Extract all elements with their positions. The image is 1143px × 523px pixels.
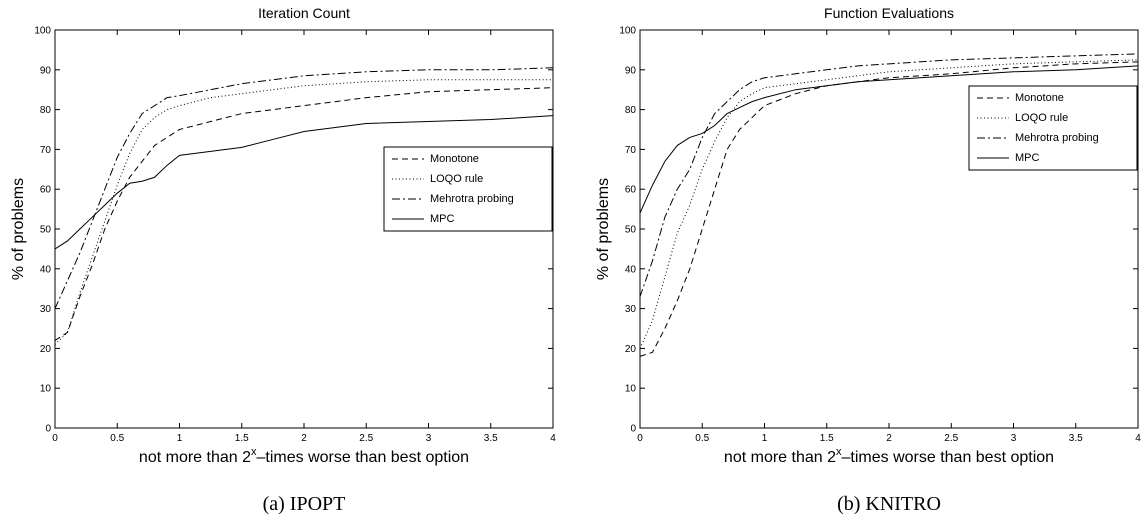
chart: Iteration Count 0 10 20 30 40 50 60 70 80 90 100 0 0.… bbox=[10, 5, 556, 515]
y-tick-label: 100 bbox=[619, 26, 636, 37]
chart-title: Iteration Count bbox=[258, 5, 350, 21]
legend-label: Mehrotra probing bbox=[1015, 132, 1099, 144]
legend-label: Monotone bbox=[1015, 92, 1064, 104]
x-tick-label: 3 bbox=[426, 433, 432, 444]
y-tick-label: 100 bbox=[34, 26, 51, 37]
x-tick-label: 1.5 bbox=[820, 433, 834, 444]
y-tick-label: 70 bbox=[625, 145, 637, 156]
x-tick-label: 1 bbox=[177, 433, 183, 444]
x-axis-label-part: –times worse than best option bbox=[842, 449, 1055, 466]
x-tick-label: 1 bbox=[762, 433, 768, 444]
series-line bbox=[639, 65, 1139, 214]
y-tick-label: 90 bbox=[625, 65, 637, 76]
x-tick-label: 4 bbox=[1135, 433, 1141, 444]
x-tick-label: 2.5 bbox=[944, 433, 958, 444]
caption: (a) IPOPT bbox=[263, 493, 346, 515]
x-tick-label: 3.5 bbox=[1069, 433, 1083, 444]
y-tick-label: 40 bbox=[625, 264, 637, 275]
series-line bbox=[54, 87, 554, 341]
y-tick-label: 90 bbox=[40, 65, 52, 76]
y-tick-label: 70 bbox=[40, 145, 52, 156]
x-axis-label-sup: x bbox=[251, 446, 257, 458]
x-tick-label: 2 bbox=[886, 433, 892, 444]
x-axis-label-sup: x bbox=[836, 446, 842, 458]
legend-label: Mehrotra probing bbox=[430, 193, 514, 205]
x-tick-label: 0.5 bbox=[110, 433, 124, 444]
legend-label: LOQO rule bbox=[1015, 112, 1068, 124]
legend-box bbox=[383, 146, 553, 232]
y-tick-label: 60 bbox=[625, 185, 637, 196]
y-tick-label: 10 bbox=[625, 384, 637, 395]
y-tick-label: 80 bbox=[625, 105, 637, 116]
y-axis-label: % of problems bbox=[595, 178, 612, 280]
legend-box bbox=[968, 85, 1138, 171]
legend-label: LOQO rule bbox=[430, 173, 483, 185]
caption: (b) KNITRO bbox=[837, 493, 941, 515]
x-tick-label: 3 bbox=[1011, 433, 1017, 444]
y-tick-label: 60 bbox=[40, 185, 52, 196]
legend-label: MPC bbox=[1015, 152, 1040, 164]
series-line bbox=[54, 115, 554, 250]
y-tick-label: 30 bbox=[40, 304, 52, 315]
x-tick-label: 0 bbox=[52, 433, 58, 444]
legend-label: MPC bbox=[430, 213, 455, 225]
chart-title: Function Evaluations bbox=[824, 5, 954, 21]
x-axis-label: not more than 2x–times worse than best o… bbox=[724, 446, 1054, 466]
series-line bbox=[639, 61, 1139, 357]
y-tick-label: 0 bbox=[630, 424, 636, 435]
y-tick-label: 40 bbox=[40, 264, 52, 275]
x-axis-label-part: not more than 2 bbox=[724, 449, 836, 466]
y-tick-label: 20 bbox=[625, 344, 637, 355]
x-axis-label-part: not more than 2 bbox=[139, 449, 251, 466]
x-axis-label: not more than 2x–times worse than best o… bbox=[139, 446, 469, 466]
x-tick-label: 2.5 bbox=[359, 433, 373, 444]
series-line bbox=[54, 67, 554, 309]
series-line bbox=[639, 53, 1139, 297]
y-tick-label: 20 bbox=[40, 344, 52, 355]
chart: Function Evaluations01020304050607080901… bbox=[595, 5, 1141, 515]
x-tick-label: 2 bbox=[301, 433, 307, 444]
x-tick-label: 0 bbox=[637, 433, 643, 444]
y-tick-label: 80 bbox=[40, 105, 52, 116]
x-tick-label: 3.5 bbox=[484, 433, 498, 444]
y-axis-label: % of problems bbox=[10, 178, 27, 280]
y-tick-label: 50 bbox=[625, 225, 637, 236]
legend-label: Monotone bbox=[430, 153, 479, 165]
x-tick-label: 4 bbox=[550, 433, 556, 444]
y-tick-label: 0 bbox=[45, 424, 51, 435]
y-tick-label: 50 bbox=[40, 225, 52, 236]
x-tick-label: 0.5 bbox=[695, 433, 709, 444]
x-tick-label: 1.5 bbox=[235, 433, 249, 444]
x-axis-label-part: –times worse than best option bbox=[257, 449, 470, 466]
y-tick-label: 10 bbox=[40, 384, 52, 395]
y-tick-label: 30 bbox=[625, 304, 637, 315]
